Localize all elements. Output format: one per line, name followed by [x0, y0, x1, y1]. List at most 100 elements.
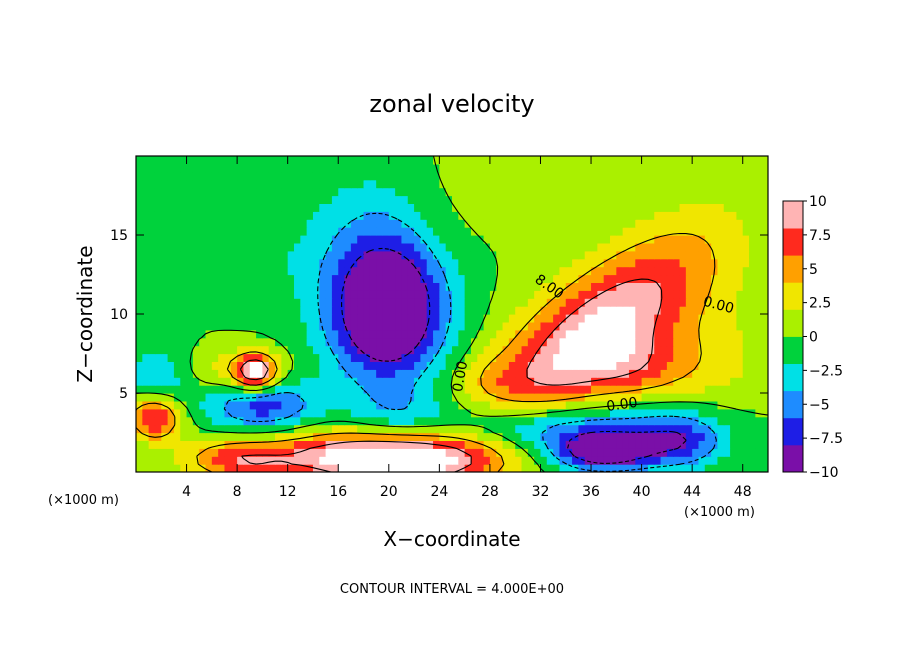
heatmap-cell [698, 156, 706, 165]
heatmap-cell [287, 408, 295, 418]
heatmap-cell [603, 369, 611, 378]
heatmap-cell [256, 219, 263, 228]
heatmap-cell [319, 274, 327, 283]
heatmap-cell [401, 179, 409, 189]
heatmap-cell [723, 321, 731, 331]
heatmap-cell [300, 408, 308, 418]
heatmap-cell [534, 400, 542, 410]
heatmap-cell [578, 377, 586, 386]
heatmap-cell [268, 156, 276, 165]
heatmap-cell [211, 274, 219, 283]
heatmap-cell [338, 424, 346, 434]
heatmap-cell [546, 353, 554, 362]
heatmap-cell [628, 227, 636, 236]
heatmap-cell [452, 369, 459, 378]
heatmap-cell [224, 274, 232, 283]
heatmap-cell [572, 440, 579, 449]
heatmap-cell [711, 464, 719, 472]
heatmap-cell [736, 203, 744, 212]
heatmap-cell [249, 171, 257, 181]
heatmap-cell [338, 203, 346, 212]
heatmap-cell [698, 258, 706, 268]
heatmap-cell [357, 353, 365, 362]
heatmap-cell [275, 179, 282, 189]
heatmap-cell [275, 345, 282, 355]
heatmap-cell [673, 219, 681, 228]
heatmap-cell [483, 377, 491, 386]
heatmap-cell [294, 282, 301, 291]
heatmap-cell [559, 290, 567, 299]
heatmap-cell [426, 227, 434, 236]
heatmap-cell [275, 250, 282, 260]
heatmap-cell [275, 400, 282, 410]
heatmap-cell [610, 416, 617, 426]
heatmap-cell [433, 321, 440, 331]
heatmap-cell [483, 321, 491, 331]
heatmap-cell [230, 306, 238, 315]
heatmap-cell [256, 250, 263, 260]
heatmap-cell [401, 266, 409, 276]
heatmap-cell [679, 377, 687, 386]
heatmap-cell [610, 424, 617, 434]
heatmap-cell [205, 314, 213, 323]
heatmap-cell [319, 432, 327, 441]
heatmap-cell [205, 345, 213, 355]
heatmap-cell [325, 156, 333, 165]
heatmap-cell [654, 179, 662, 189]
heatmap-cell [275, 361, 282, 370]
heatmap-cell [591, 156, 598, 165]
heatmap-cell [540, 440, 548, 449]
heatmap-cell [300, 314, 308, 323]
heatmap-cell [755, 219, 763, 228]
heatmap-cell [534, 464, 542, 472]
heatmap-cell [628, 408, 636, 418]
heatmap-cell [730, 282, 737, 291]
heatmap-cell [553, 258, 561, 268]
heatmap-cell [534, 329, 542, 339]
heatmap-cell [249, 353, 257, 362]
heatmap-cell [527, 203, 535, 212]
heatmap-cell [237, 314, 245, 323]
heatmap-cell [243, 250, 251, 260]
heatmap-cell [470, 408, 478, 418]
heatmap-cell [591, 242, 598, 252]
heatmap-cell [635, 235, 643, 244]
heatmap-cell [287, 179, 295, 189]
heatmap-cell [395, 179, 403, 189]
heatmap-cell [761, 235, 768, 244]
heatmap-cell [553, 250, 561, 260]
heatmap-cell [312, 385, 320, 394]
heatmap-cell [546, 416, 554, 426]
heatmap-cell [388, 235, 396, 244]
heatmap-cell [723, 416, 731, 426]
heatmap-cell [641, 298, 649, 307]
heatmap-cell [243, 290, 251, 299]
heatmap-cell [679, 385, 687, 394]
heatmap-cell [275, 235, 282, 244]
heatmap-cell [319, 337, 327, 347]
colorbar-swatch [783, 336, 803, 364]
heatmap-cell [256, 448, 263, 457]
heatmap-cell [199, 156, 207, 165]
heatmap-cell [723, 274, 731, 283]
heatmap-cell [704, 321, 712, 331]
heatmap-cell [464, 448, 472, 457]
heatmap-cell [483, 171, 491, 181]
heatmap-cell [186, 314, 194, 323]
heatmap-cell [521, 274, 529, 283]
heatmap-cell [641, 306, 649, 315]
heatmap-cell [489, 163, 497, 173]
heatmap-cell [331, 266, 339, 276]
heatmap-cell [591, 337, 598, 347]
heatmap-cell [388, 464, 396, 472]
heatmap-cell [281, 408, 289, 418]
heatmap-cell [572, 274, 579, 283]
heatmap-cell [376, 377, 384, 386]
heatmap-cell [237, 227, 245, 236]
heatmap-cell [559, 187, 567, 197]
heatmap-cell [395, 353, 403, 362]
heatmap-cell [692, 235, 700, 244]
heatmap-cell [673, 250, 681, 260]
heatmap-cell [635, 179, 643, 189]
heatmap-cell [401, 171, 409, 181]
